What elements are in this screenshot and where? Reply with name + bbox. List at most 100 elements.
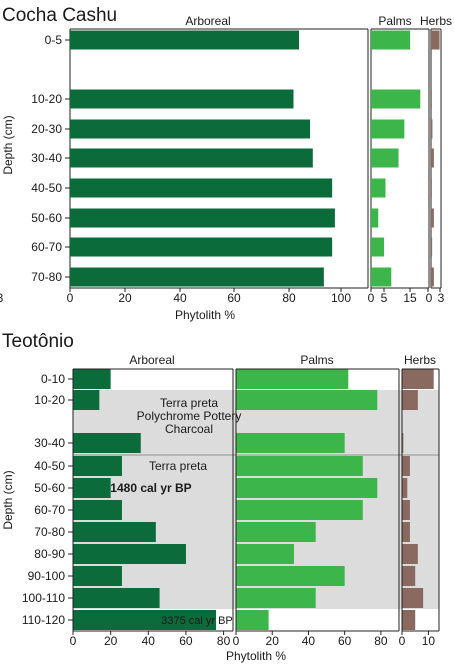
y-tick-label: 30-40	[31, 151, 62, 165]
arboreal-bar	[70, 208, 335, 228]
x-tick-label: 80	[217, 634, 231, 648]
palms-bar	[371, 237, 385, 257]
palms-series-label: Palms	[378, 14, 411, 28]
arboreal-bar	[73, 456, 122, 476]
y-tick-label: 110-120	[22, 613, 65, 627]
y-axis-label: Depth (cm)	[1, 115, 15, 174]
herbs-bar	[431, 89, 432, 109]
y-tick-label: 10-20	[34, 393, 65, 407]
arboreal-bar	[73, 544, 186, 564]
x-tick-label: 5	[381, 291, 388, 305]
arboreal-bar	[73, 478, 111, 498]
y-tick-label: 70-80	[34, 525, 65, 539]
x-tick-label: 0	[67, 291, 74, 305]
y-tick-label: 40-50	[31, 181, 62, 195]
herbs-bar	[402, 478, 408, 498]
arboreal-bar	[73, 610, 217, 630]
cocha-cashu-panel: Cocha Cashu Arboreal Palms Herbs 0-5 10-20 20-…	[0, 5, 452, 322]
herbs-bar	[431, 30, 440, 50]
y-tick-label: 20-30	[31, 122, 62, 136]
herbs-bar	[431, 208, 434, 228]
palms-bar	[371, 267, 392, 287]
arboreal-bar	[70, 89, 294, 109]
y-tick-label: 70-80	[31, 270, 62, 284]
y-tick-label: 30-40	[34, 436, 65, 450]
arboreal-bar	[70, 148, 313, 168]
x-axis-label: Phytolith %	[175, 308, 235, 322]
herbs-bar	[431, 178, 432, 198]
x-tick-label: 60	[227, 291, 241, 305]
herbs-bar	[402, 500, 410, 520]
palms-bar	[236, 433, 345, 453]
herbs-bar	[431, 237, 433, 257]
y-tick-label: 60-70	[34, 503, 65, 517]
x-tick-label: 0	[368, 291, 375, 305]
palms-bar	[236, 478, 378, 498]
herbs-bar	[402, 433, 404, 453]
annotation-charcoal: Charcoal	[165, 422, 213, 436]
chart-title: Cocha Cashu	[2, 5, 117, 26]
y-tick-label: 0-5	[45, 33, 63, 47]
arboreal-bar	[73, 369, 111, 389]
herbs-bar	[402, 588, 424, 608]
palms-bar	[236, 522, 316, 542]
arboreal-bar	[73, 500, 122, 520]
palms-bar	[371, 30, 411, 50]
herbs-bar	[431, 148, 434, 168]
herbs-bar	[431, 119, 433, 139]
arboreal-bar	[70, 30, 300, 50]
arboreal-bar	[73, 566, 122, 586]
x-tick-label: 3	[438, 291, 445, 305]
y-tick-label: 80-90	[34, 547, 65, 561]
arboreal-bar	[70, 119, 311, 139]
palms-bar	[236, 500, 363, 520]
palms-bar	[371, 178, 386, 198]
x-tick-label: 40	[142, 634, 156, 648]
x-tick-label: 0	[399, 634, 406, 648]
arboreal-bar	[73, 588, 160, 608]
herbs-series-label: Herbs	[420, 14, 452, 28]
teotonio-panel: Teotônio Arboreal 0 20 40 60 80 Palms 0 20 40 60 80 H…	[1, 331, 440, 663]
annotation-date-1480: 1480 cal yr BP	[110, 481, 191, 495]
x-tick-label: 0	[233, 634, 240, 648]
palms-bar	[371, 148, 399, 168]
y-tick-label: 50-60	[34, 481, 65, 495]
x-axis-label: Phytolith %	[226, 649, 286, 663]
x-tick-label: 80	[374, 634, 388, 648]
arboreal-bar	[73, 390, 100, 410]
x-tick-label: 0	[426, 291, 433, 305]
arboreal-bar	[73, 433, 141, 453]
arboreal-series-label: Arboreal	[185, 14, 230, 28]
annotation-terra-preta-2: Terra preta	[149, 459, 207, 473]
y-tick-label: 40-50	[34, 459, 65, 473]
herbs-bar	[402, 456, 410, 476]
x-tick-label: 20	[104, 634, 118, 648]
x-tick-label: 3	[0, 291, 4, 305]
annotation-terra-preta: Terra preta	[160, 396, 218, 410]
palms-bar	[236, 390, 378, 410]
palms-bar	[371, 89, 421, 109]
palms-bar	[236, 566, 345, 586]
x-tick-label: 15	[403, 291, 417, 305]
y-tick-label: 90-100	[28, 569, 66, 583]
y-tick-label: 60-70	[31, 240, 62, 254]
y-tick-label: 10-20	[31, 92, 62, 106]
x-tick-label: 20	[266, 634, 280, 648]
x-tick-label: 80	[282, 291, 296, 305]
herbs-bar	[402, 566, 416, 586]
arboreal-bar	[73, 522, 156, 542]
y-tick-label: 100-110	[22, 591, 65, 605]
y-tick-label: 0-10	[41, 372, 65, 386]
palms-bar	[236, 369, 349, 389]
herbs-bar	[402, 522, 410, 542]
arboreal-bar	[70, 267, 324, 287]
herbs-bar	[402, 390, 418, 410]
x-tick-label: 60	[179, 634, 193, 648]
arboreal-series-label: Arboreal	[129, 353, 174, 367]
annotation-date-3375: 3375 cal yr BP	[161, 615, 233, 627]
y-tick-label: 50-60	[31, 211, 62, 225]
x-tick-label: 0	[70, 634, 77, 648]
palms-bar	[236, 544, 294, 564]
palms-bar	[371, 119, 405, 139]
